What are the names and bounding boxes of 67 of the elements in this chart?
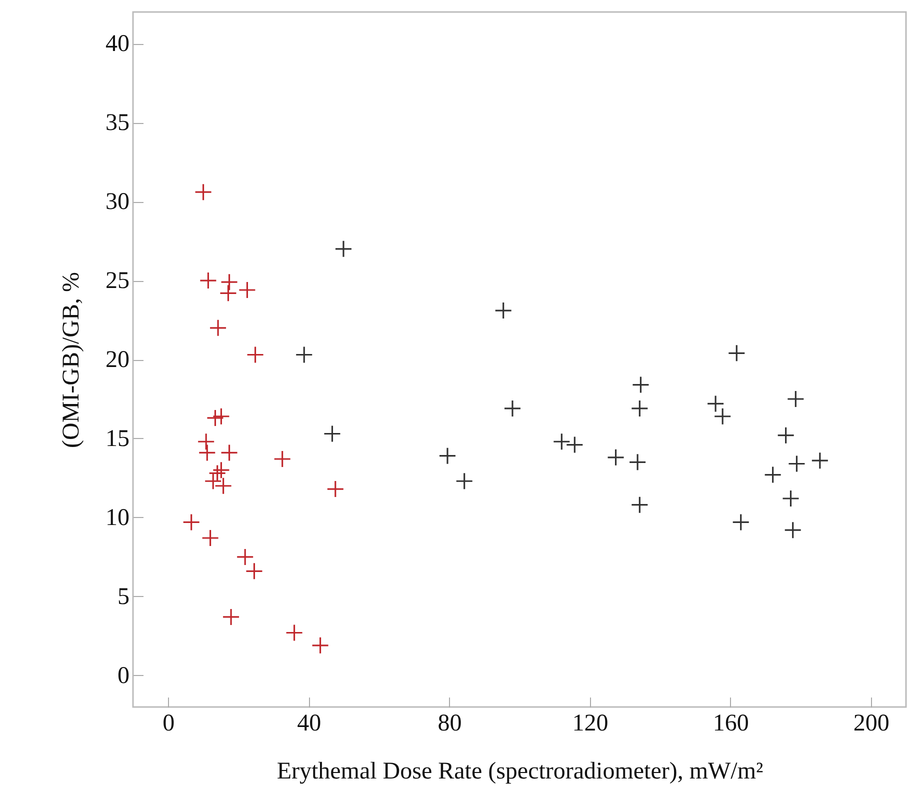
- point: [777, 426, 795, 444]
- point: [494, 302, 512, 320]
- point: [238, 281, 256, 299]
- point: [786, 390, 804, 408]
- y-tick-label: 10: [106, 504, 130, 531]
- point: [204, 472, 222, 490]
- y-tick-label: 35: [106, 110, 130, 136]
- y-tick-label: 15: [106, 426, 130, 452]
- point: [438, 447, 456, 465]
- point: [456, 472, 474, 490]
- point: [220, 444, 238, 462]
- y-tick-label: 25: [106, 268, 130, 294]
- point: [214, 477, 232, 495]
- point: [632, 376, 650, 394]
- point: [246, 346, 264, 364]
- point: [212, 461, 230, 479]
- point: [197, 432, 215, 450]
- point: [630, 400, 648, 418]
- point: [202, 529, 220, 547]
- x-tick-label: 0: [162, 710, 175, 736]
- point: [222, 608, 240, 626]
- point: [274, 450, 292, 468]
- point: [628, 453, 646, 471]
- x-tick-label: 160: [712, 710, 749, 736]
- point: [334, 240, 352, 258]
- point: [206, 409, 224, 427]
- point: [728, 344, 746, 362]
- point: [323, 424, 342, 443]
- point: [220, 273, 238, 291]
- point: [732, 513, 750, 531]
- point: [782, 490, 800, 508]
- point: [326, 480, 344, 498]
- point: [194, 183, 212, 201]
- point: [245, 562, 264, 580]
- point: [630, 496, 648, 514]
- point: [788, 454, 806, 473]
- point: [714, 408, 732, 426]
- y-tick-label: 20: [106, 347, 130, 373]
- point: [198, 444, 216, 462]
- x-tick-label: 120: [572, 710, 608, 736]
- point: [212, 408, 230, 426]
- point: [208, 464, 226, 482]
- point: [504, 400, 522, 418]
- y-tick-label: 30: [106, 189, 130, 216]
- y-tick-label: 40: [106, 31, 130, 58]
- point: [552, 432, 570, 450]
- point: [199, 272, 217, 290]
- point: [811, 452, 829, 470]
- x-tick-label: 200: [853, 710, 890, 736]
- point: [311, 636, 330, 654]
- point: [182, 513, 200, 531]
- x-tick-label: 80: [438, 710, 462, 736]
- point: [764, 466, 782, 484]
- x-tick-label: 40: [297, 710, 322, 736]
- point: [219, 284, 238, 302]
- y-axis-title: (OMI-GB)/GB, %: [58, 272, 84, 448]
- y-tick-label: 5: [118, 584, 130, 610]
- point: [784, 521, 802, 539]
- point: [209, 319, 227, 337]
- point: [706, 394, 724, 413]
- point: [285, 624, 304, 642]
- y-tick-label: 0: [118, 662, 130, 689]
- point: [236, 548, 254, 566]
- point: [606, 448, 625, 466]
- point: [295, 346, 313, 364]
- point: [566, 436, 584, 454]
- x-axis-title: Erythemal Dose Rate (spectroradiometer), mW/m²: [276, 758, 764, 784]
